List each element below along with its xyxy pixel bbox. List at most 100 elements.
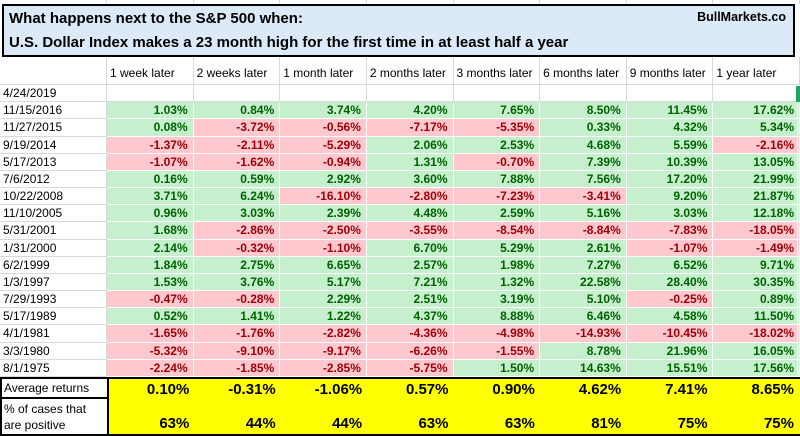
return-cell[interactable]: -5.29% <box>280 137 367 154</box>
return-cell[interactable]: 0.16% <box>107 171 194 188</box>
return-cell[interactable]: -0.47% <box>107 291 194 308</box>
date-cell[interactable]: 4/24/2019 <box>0 85 107 102</box>
percent-positive-cell[interactable]: 63% <box>368 399 454 434</box>
return-cell[interactable]: -3.41% <box>540 188 627 205</box>
percent-positive-cell[interactable]: 81% <box>541 399 627 434</box>
return-cell[interactable] <box>107 85 194 102</box>
return-cell[interactable]: -2.11% <box>194 137 281 154</box>
date-cell[interactable]: 9/19/2014 <box>0 137 107 154</box>
return-cell[interactable] <box>194 85 281 102</box>
return-cell[interactable]: 2.61% <box>540 240 627 257</box>
return-cell[interactable]: 30.35% <box>713 274 800 291</box>
date-cell[interactable]: 1/31/2000 <box>0 240 107 257</box>
return-cell[interactable]: -1.07% <box>107 154 194 171</box>
return-cell[interactable] <box>280 85 367 102</box>
return-cell[interactable]: -7.83% <box>627 222 714 239</box>
return-cell[interactable]: -1.07% <box>627 240 714 257</box>
return-cell[interactable]: 6.24% <box>194 188 281 205</box>
return-cell[interactable]: 2.59% <box>454 205 541 222</box>
return-cell[interactable]: -0.56% <box>280 119 367 136</box>
percent-positive-cell[interactable]: 44% <box>282 399 368 434</box>
return-cell[interactable]: -3.72% <box>194 119 281 136</box>
return-cell[interactable]: 4.37% <box>367 308 454 325</box>
return-cell[interactable]: 12.18% <box>713 205 800 222</box>
return-cell[interactable]: 10.39% <box>627 154 714 171</box>
return-cell[interactable]: 1.68% <box>107 222 194 239</box>
return-cell[interactable]: -2.50% <box>280 222 367 239</box>
column-header[interactable]: 2 weeks later <box>194 57 281 85</box>
column-header[interactable]: 1 month later <box>280 57 367 85</box>
return-cell[interactable]: 2.57% <box>367 257 454 274</box>
return-cell[interactable]: 3.76% <box>194 274 281 291</box>
return-cell[interactable]: 2.92% <box>280 171 367 188</box>
return-cell[interactable]: 17.20% <box>627 171 714 188</box>
average-return-cell[interactable]: 4.62% <box>541 379 627 399</box>
return-cell[interactable]: -0.94% <box>280 154 367 171</box>
return-cell[interactable]: -2.16% <box>713 137 800 154</box>
date-cell[interactable]: 10/22/2008 <box>0 188 107 205</box>
return-cell[interactable]: -2.80% <box>367 188 454 205</box>
return-cell[interactable]: 11.50% <box>713 308 800 325</box>
return-cell[interactable]: 2.51% <box>367 291 454 308</box>
return-cell[interactable]: -18.02% <box>713 325 800 342</box>
return-cell[interactable]: 4.68% <box>540 137 627 154</box>
column-header[interactable]: 2 months later <box>367 57 454 85</box>
return-cell[interactable]: 1.31% <box>367 154 454 171</box>
return-cell[interactable]: 28.40% <box>627 274 714 291</box>
return-cell[interactable]: -2.24% <box>107 360 194 377</box>
return-cell[interactable]: -0.25% <box>627 291 714 308</box>
return-cell[interactable]: 1.98% <box>454 257 541 274</box>
return-cell[interactable]: 13.05% <box>713 154 800 171</box>
percent-positive-cell[interactable]: 44% <box>195 399 281 434</box>
return-cell[interactable]: 2.14% <box>107 240 194 257</box>
return-cell[interactable]: -18.05% <box>713 222 800 239</box>
return-cell[interactable]: 0.84% <box>194 102 281 119</box>
return-cell[interactable]: 16.05% <box>713 343 800 360</box>
return-cell[interactable] <box>713 85 800 102</box>
return-cell[interactable]: 21.99% <box>713 171 800 188</box>
date-cell[interactable]: 4/1/1981 <box>0 325 107 342</box>
return-cell[interactable]: 3.03% <box>194 205 281 222</box>
return-cell[interactable]: -1.55% <box>454 343 541 360</box>
return-cell[interactable]: -5.32% <box>107 343 194 360</box>
return-cell[interactable]: 2.29% <box>280 291 367 308</box>
average-return-cell[interactable]: 0.10% <box>109 379 195 399</box>
return-cell[interactable]: 1.53% <box>107 274 194 291</box>
return-cell[interactable]: 3.19% <box>454 291 541 308</box>
return-cell[interactable]: -4.98% <box>454 325 541 342</box>
return-cell[interactable]: 1.32% <box>454 274 541 291</box>
date-cell[interactable]: 11/27/2015 <box>0 119 107 136</box>
return-cell[interactable]: 5.59% <box>627 137 714 154</box>
return-cell[interactable]: 17.56% <box>713 360 800 377</box>
return-cell[interactable]: 4.58% <box>627 308 714 325</box>
return-cell[interactable]: 1.22% <box>280 308 367 325</box>
return-cell[interactable]: 5.17% <box>280 274 367 291</box>
date-cell[interactable]: 6/2/1999 <box>0 257 107 274</box>
return-cell[interactable]: 1.50% <box>454 360 541 377</box>
return-cell[interactable]: -1.10% <box>280 240 367 257</box>
return-cell[interactable]: -8.84% <box>540 222 627 239</box>
return-cell[interactable]: 1.41% <box>194 308 281 325</box>
return-cell[interactable]: -5.35% <box>454 119 541 136</box>
date-cell[interactable]: 8/1/1975 <box>0 360 107 377</box>
return-cell[interactable]: -1.49% <box>713 240 800 257</box>
return-cell[interactable]: 0.96% <box>107 205 194 222</box>
return-cell[interactable]: -2.86% <box>194 222 281 239</box>
return-cell[interactable]: -16.10% <box>280 188 367 205</box>
return-cell[interactable]: 2.06% <box>367 137 454 154</box>
column-header[interactable]: 9 months later <box>627 57 714 85</box>
column-header[interactable]: 1 year later <box>713 57 800 85</box>
return-cell[interactable]: -2.82% <box>280 325 367 342</box>
return-cell[interactable]: 3.60% <box>367 171 454 188</box>
return-cell[interactable]: -10.45% <box>627 325 714 342</box>
return-cell[interactable]: 2.39% <box>280 205 367 222</box>
return-cell[interactable] <box>454 85 541 102</box>
return-cell[interactable]: 0.08% <box>107 119 194 136</box>
return-cell[interactable]: -4.36% <box>367 325 454 342</box>
return-cell[interactable]: 3.03% <box>627 205 714 222</box>
return-cell[interactable]: 7.27% <box>540 257 627 274</box>
return-cell[interactable]: 5.16% <box>540 205 627 222</box>
return-cell[interactable]: -1.76% <box>194 325 281 342</box>
date-cell[interactable]: 7/6/2012 <box>0 171 107 188</box>
return-cell[interactable]: 7.65% <box>454 102 541 119</box>
